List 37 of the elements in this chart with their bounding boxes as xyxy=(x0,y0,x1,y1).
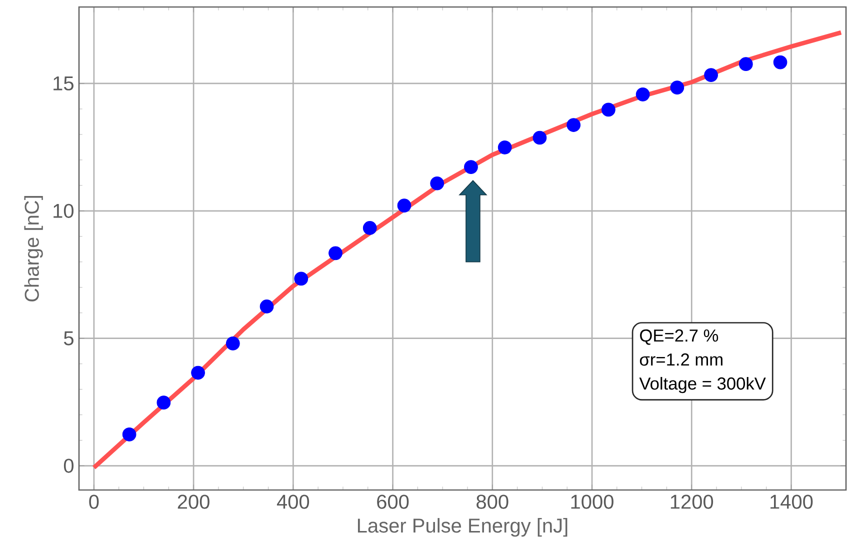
annotation: QE=2.7 % xyxy=(640,329,718,345)
point xyxy=(328,246,342,260)
x-tick-label: 0 xyxy=(89,494,99,509)
x-tick-label: 400 xyxy=(276,494,310,509)
point xyxy=(362,221,377,235)
point xyxy=(566,118,581,132)
y-tick-label: 0 xyxy=(64,458,74,473)
point xyxy=(464,160,478,174)
point xyxy=(156,396,171,410)
y-axis-title: Charge [nC] xyxy=(24,196,43,302)
x-tick-label: 1000 xyxy=(571,494,614,509)
y-tick-label: 15 xyxy=(54,76,74,90)
x-axis-title: Laser Pulse Energy [nJ] xyxy=(358,518,568,537)
x-tick-label: 200 xyxy=(178,494,210,509)
y-tick-label: 10 xyxy=(54,204,74,218)
point xyxy=(738,57,753,72)
point xyxy=(260,300,274,314)
point xyxy=(294,272,308,286)
point xyxy=(773,55,788,70)
x-tick-label: 1400 xyxy=(770,494,813,509)
annotation: σr=1.2 mm xyxy=(640,353,722,366)
point xyxy=(191,366,205,380)
x-tick-label: 800 xyxy=(476,494,508,509)
point xyxy=(636,87,650,102)
point xyxy=(122,428,136,442)
point xyxy=(397,198,412,212)
point xyxy=(226,336,240,350)
point xyxy=(704,68,718,82)
x-tick-label: 1200 xyxy=(670,494,714,509)
point xyxy=(602,102,616,117)
point xyxy=(430,176,444,190)
annotation: Voltage = 300kV xyxy=(639,376,766,394)
y-tick-label: 5 xyxy=(64,331,74,346)
point xyxy=(670,80,684,94)
point xyxy=(532,130,547,145)
point xyxy=(498,140,512,154)
x-tick-label: 600 xyxy=(377,494,409,509)
